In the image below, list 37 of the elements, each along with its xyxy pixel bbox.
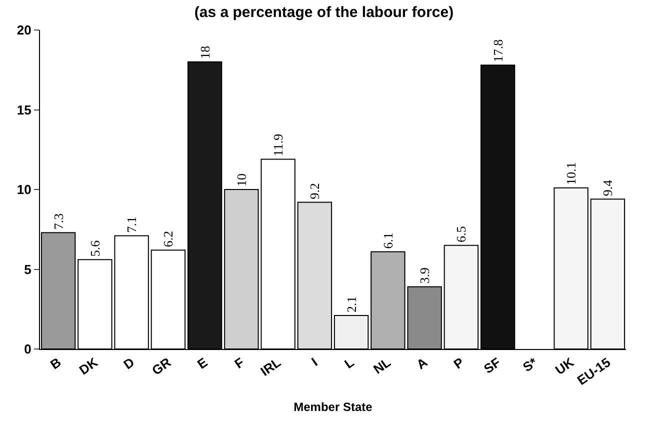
x-tick-label: SF [481,354,504,376]
x-tick-label: I [308,354,320,369]
x-tick-label: F [232,354,247,372]
data-label: 9.4 [600,179,616,196]
x-axis-title: Member State [294,400,373,414]
x-tick-label: NL [370,354,394,377]
y-tick-label: 20 [16,22,32,38]
data-label: 5.6 [87,240,102,257]
data-label: 18 [197,46,212,59]
x-tick-label: DK [76,354,101,378]
y-tick-label: 5 [24,262,32,277]
data-label: 3.9 [417,268,432,284]
data-label: 9.2 [307,183,322,200]
x-tick-label: B [47,354,64,372]
y-tick-label: 15 [16,102,32,118]
data-label: 10 [234,174,249,186]
x-tick-label: IRL [258,354,284,379]
y-tick-label: 10 [16,182,32,198]
data-label: 6.5 [454,226,469,242]
x-tick-label: S* [520,354,541,375]
x-tick-label: GR [149,354,174,378]
data-label: 6.2 [160,230,176,248]
x-tick-label: L [342,354,357,372]
x-tick-label: A [414,354,431,372]
data-label: 10.1 [564,162,579,185]
data-label: 7.1 [124,216,140,233]
data-label: 7.3 [50,213,66,230]
data-label: 17.8 [490,39,506,62]
x-tick-label: E [194,354,211,372]
x-tick-label: UK [552,354,578,378]
y-tick-label: 0 [24,342,32,357]
chart-title: (as a percentage of the labour force) [194,4,454,21]
data-label: 2.1 [344,296,359,313]
x-tick-label: P [450,354,467,372]
data-label: 11.9 [270,134,286,156]
data-label: 6.1 [380,232,396,249]
x-tick-label: D [120,354,138,372]
